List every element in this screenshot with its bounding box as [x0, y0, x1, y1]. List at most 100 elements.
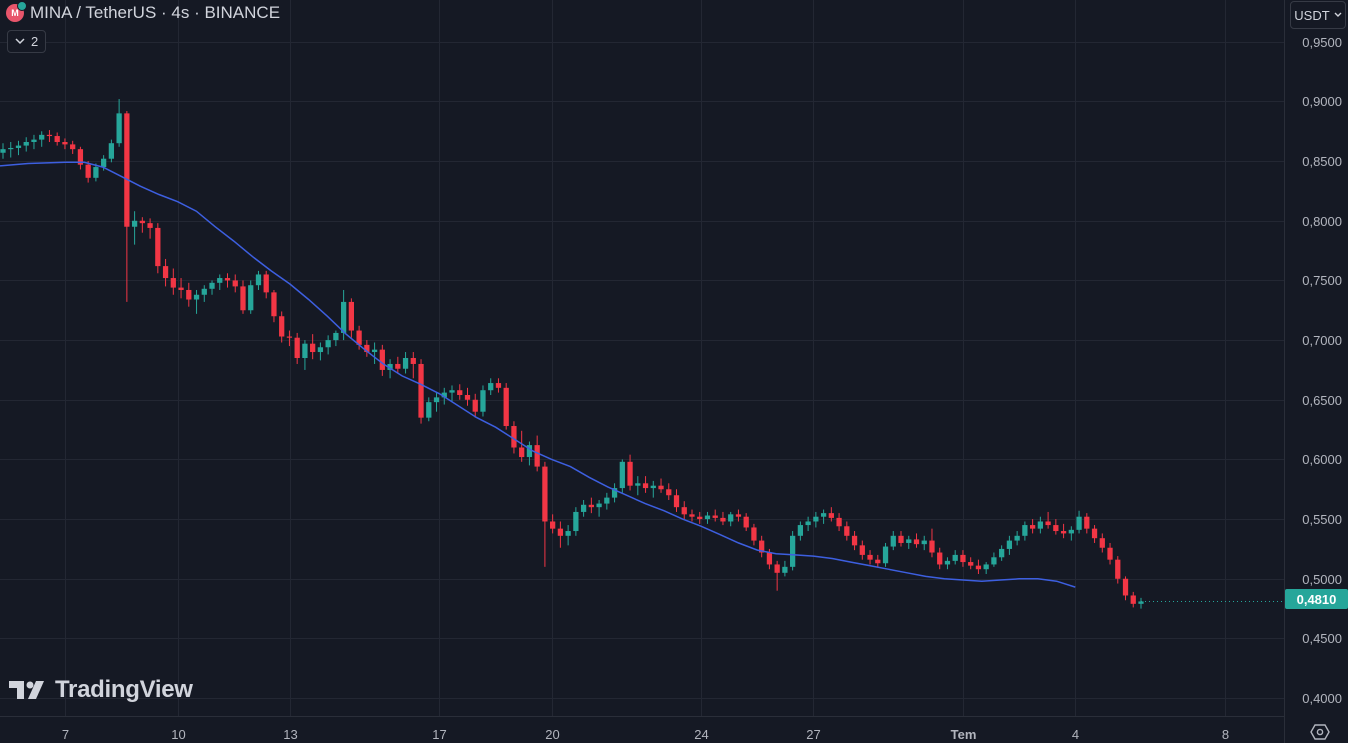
- candle-body: [317, 347, 324, 353]
- candle-body: [565, 531, 571, 536]
- candle-body: [820, 513, 827, 517]
- candle-body: [0, 149, 6, 153]
- chart-grid: [0, 0, 1284, 716]
- candle-body: [635, 483, 641, 486]
- candle-body: [1130, 595, 1136, 604]
- candle-body: [1053, 525, 1059, 532]
- x-tick-label: 7: [62, 727, 69, 742]
- candlestick-series: [0, 99, 1144, 609]
- candle-body: [418, 363, 424, 418]
- y-tick-label: 0,7000: [1302, 333, 1342, 348]
- candle-body: [1084, 516, 1090, 529]
- candle-body: [890, 535, 896, 547]
- candle-body: [108, 143, 115, 159]
- mina-coin-icon: M: [6, 1, 27, 22]
- time-axis[interactable]: 7 10 13 17 20 24 27 Tem 4 8: [62, 727, 1229, 742]
- candle-body: [294, 337, 300, 358]
- chevron-down-icon: [15, 38, 25, 45]
- candle-body: [31, 139, 37, 143]
- candle-body: [333, 332, 339, 341]
- candle-body: [1099, 538, 1105, 548]
- candle-body: [774, 564, 780, 573]
- candle-body: [426, 402, 432, 418]
- candle-body: [991, 557, 997, 565]
- y-tick-label: 0,5500: [1302, 512, 1342, 527]
- candle-body: [968, 562, 974, 566]
- candle-body: [310, 343, 316, 353]
- x-tick-label: 13: [283, 727, 297, 742]
- candle-body: [844, 526, 850, 536]
- candle-body: [441, 392, 447, 398]
- candle-body: [356, 330, 362, 345]
- candle-body: [1014, 535, 1020, 541]
- chart-settings-button[interactable]: [1308, 722, 1332, 742]
- candle-body: [1091, 528, 1098, 539]
- candle-body: [704, 515, 711, 520]
- candle-body: [39, 134, 45, 140]
- candle-body: [828, 513, 834, 518]
- y-tick-label: 0,6500: [1302, 393, 1342, 408]
- candle-body: [1045, 521, 1051, 526]
- moving-average-series: [0, 161, 1284, 602]
- candle-body: [999, 548, 1005, 558]
- candle-body: [410, 358, 416, 364]
- candle-body: [960, 554, 966, 563]
- candle-body: [937, 552, 943, 565]
- last-price-badge: 0,4810: [1285, 589, 1348, 609]
- y-tick-label: 0,9000: [1302, 94, 1342, 109]
- last-price-label: 0,4810: [1296, 591, 1337, 607]
- candle-body: [131, 220, 138, 227]
- candle-body: [580, 504, 587, 512]
- candle-body: [302, 343, 308, 358]
- moving-average-line: [0, 161, 1076, 588]
- candle-body: [1029, 525, 1036, 529]
- candle-body: [364, 344, 370, 353]
- coin-icon-letter: M: [11, 8, 19, 18]
- candle-body: [46, 134, 53, 137]
- candle-body: [449, 390, 455, 393]
- currency-select-button[interactable]: USDT: [1290, 1, 1346, 29]
- candle-body: [534, 445, 540, 467]
- y-tick-label: 0,7500: [1302, 273, 1342, 288]
- symbol-legend[interactable]: M MINA / TetherUS · 4s · BINANCE: [6, 1, 281, 23]
- candle-body: [209, 282, 215, 289]
- candle-body: [658, 485, 664, 490]
- gear-icon: [1310, 724, 1330, 740]
- symbol-title[interactable]: MINA / TetherUS · 4s · BINANCE: [30, 3, 281, 22]
- indicators-collapse-button[interactable]: 2: [7, 30, 47, 53]
- candle-body: [790, 535, 796, 567]
- candle-body: [433, 397, 440, 403]
- candle-body: [1107, 547, 1113, 560]
- candle-body: [650, 485, 656, 489]
- candle-body: [611, 488, 618, 498]
- candle-body: [526, 445, 533, 458]
- candle-body: [457, 390, 463, 395]
- candle-body: [255, 274, 262, 286]
- candle-body: [666, 489, 672, 496]
- candle-body: [147, 223, 153, 228]
- candle-body: [813, 516, 819, 522]
- candle-body: [975, 565, 982, 570]
- candle-body: [387, 363, 393, 370]
- price-axis[interactable]: 0,9500 0,9000 0,8500 0,8000 0,7500 0,7000 0,65…: [1302, 35, 1342, 706]
- chevron-down-icon: [1334, 12, 1342, 17]
- tradingview-logo[interactable]: TradingView: [9, 676, 193, 704]
- candle-body: [488, 383, 494, 391]
- candle-body: [542, 466, 548, 522]
- candle-body: [201, 288, 207, 295]
- candle-body: [882, 546, 889, 564]
- candle-body: [1060, 531, 1067, 534]
- candle-body: [1068, 529, 1074, 534]
- candle-body: [875, 559, 881, 564]
- candle-body: [248, 285, 254, 311]
- candle-body: [944, 560, 951, 565]
- candle-body: [124, 113, 130, 227]
- candle-body: [371, 349, 378, 353]
- candle-body: [1022, 525, 1028, 536]
- candle-body: [379, 349, 385, 370]
- candle-body: [751, 527, 757, 541]
- candle-body: [1115, 559, 1121, 579]
- candle-body: [232, 280, 238, 287]
- x-tick-label: 10: [171, 727, 185, 742]
